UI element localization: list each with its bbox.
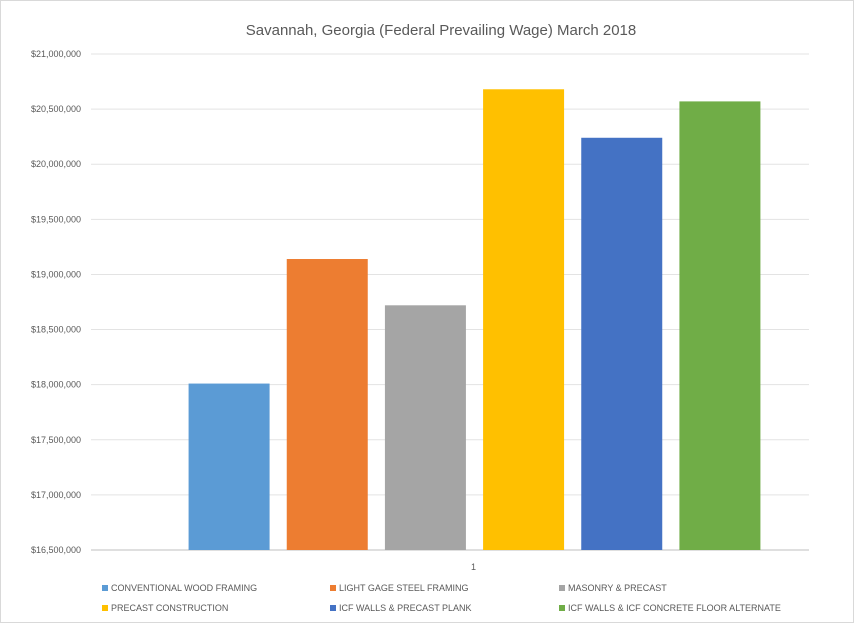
legend-swatch: [559, 605, 565, 611]
y-tick-label: $20,000,000: [31, 159, 81, 169]
y-tick-label: $17,000,000: [31, 490, 81, 500]
y-tick-label: $18,500,000: [31, 325, 81, 335]
y-tick-label: $18,000,000: [31, 380, 81, 390]
y-tick-label: $19,000,000: [31, 269, 81, 279]
bars: [188, 89, 761, 550]
legend-swatch: [330, 585, 336, 591]
chart-title: Savannah, Georgia (Federal Prevailing Wa…: [246, 22, 636, 39]
legend-label: CONVENTIONAL WOOD FRAMING: [111, 583, 257, 593]
y-tick-label: $19,500,000: [31, 214, 81, 224]
x-axis: 1: [471, 562, 476, 572]
y-axis-tick-labels: $16,500,000 $17,000,000 $17,500,000 $18,000…: [31, 49, 81, 555]
legend-swatch: [102, 585, 108, 591]
legend-swatch: [102, 605, 108, 611]
bar-4: [483, 89, 565, 550]
legend-label: ICF WALLS & PRECAST PLANK: [339, 603, 472, 613]
legend-label: PRECAST CONSTRUCTION: [111, 603, 228, 613]
y-tick-label: $21,000,000: [31, 49, 81, 59]
bar-2: [286, 259, 368, 550]
legend-swatch: [559, 585, 565, 591]
legend-label: MASONRY & PRECAST: [568, 583, 667, 593]
bar-3: [384, 305, 466, 550]
bar-6: [679, 101, 761, 550]
legend-swatch: [330, 605, 336, 611]
bar-5: [581, 137, 663, 550]
legend-label: ICF WALLS & ICF CONCRETE FLOOR ALTERNATE: [568, 603, 781, 613]
x-category-label: 1: [471, 562, 476, 572]
y-tick-label: $17,500,000: [31, 435, 81, 445]
legend: CONVENTIONAL WOOD FRAMING LIGHT GAGE STEE…: [102, 583, 781, 613]
y-tick-label: $20,500,000: [31, 104, 81, 114]
y-tick-label: $16,500,000: [31, 545, 81, 555]
legend-label: LIGHT GAGE STEEL FRAMING: [339, 583, 469, 593]
bar-1: [188, 383, 270, 550]
